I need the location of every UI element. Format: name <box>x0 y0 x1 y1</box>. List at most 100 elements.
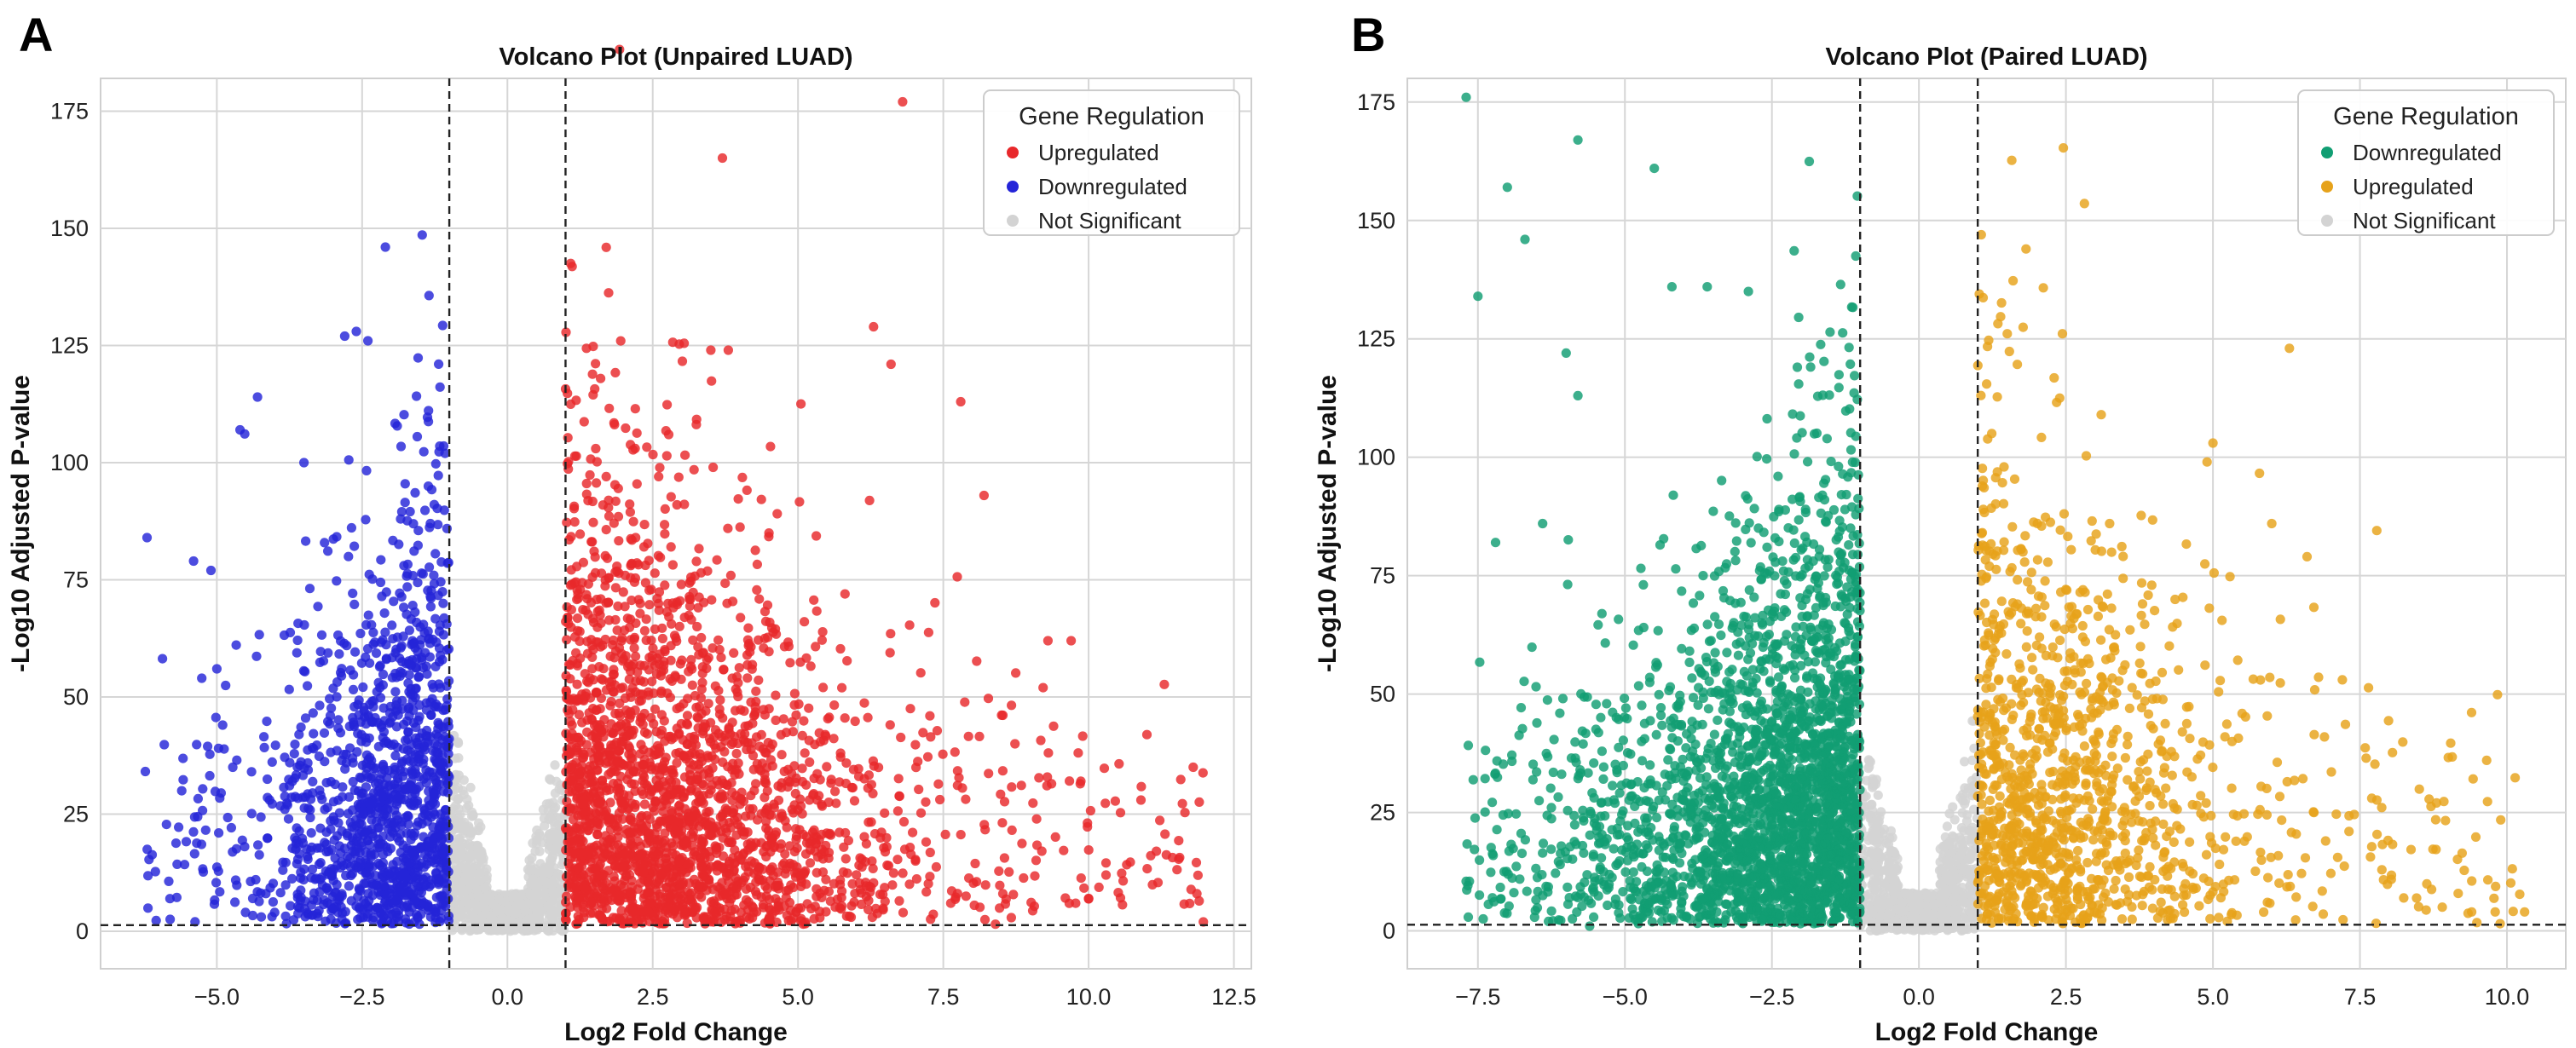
data-point <box>661 780 672 791</box>
data-point <box>723 523 733 533</box>
data-point <box>540 821 550 831</box>
data-point <box>668 602 679 613</box>
data-point <box>894 792 904 802</box>
data-point <box>306 872 316 883</box>
data-point <box>396 507 407 517</box>
y-tick-label: 75 <box>63 567 89 593</box>
data-point-outlier <box>142 533 153 543</box>
data-point <box>404 670 414 680</box>
data-point <box>313 602 323 612</box>
data-point <box>811 531 822 541</box>
data-point <box>346 522 356 533</box>
data-point <box>315 657 325 668</box>
data-point <box>729 648 739 659</box>
data-point <box>772 881 783 891</box>
data-point <box>922 751 933 762</box>
data-point <box>627 748 637 758</box>
data-point <box>330 853 340 863</box>
data-point <box>462 794 472 804</box>
data-point <box>303 681 313 691</box>
data-point <box>430 661 441 672</box>
data-point <box>625 836 636 846</box>
data-point <box>735 793 746 803</box>
data-point <box>1077 731 1088 741</box>
data-point <box>181 837 192 847</box>
data-point <box>817 829 827 840</box>
data-point <box>1122 860 1132 870</box>
data-point <box>713 635 724 645</box>
data-point <box>373 741 384 751</box>
data-point <box>300 713 311 723</box>
data-point <box>592 478 602 488</box>
data-point <box>815 774 825 785</box>
data-point <box>192 740 202 750</box>
data-point <box>617 633 627 643</box>
data-point <box>1010 739 1020 749</box>
data-point <box>694 649 704 660</box>
data-point <box>880 808 890 818</box>
data-point <box>549 908 559 918</box>
data-point <box>1031 855 1042 866</box>
data-point <box>994 866 1004 876</box>
data-point <box>368 702 378 712</box>
data-point-outlier <box>956 396 966 407</box>
data-point <box>593 845 604 856</box>
data-point <box>435 650 446 661</box>
data-point <box>1019 872 1029 884</box>
data-point <box>837 682 847 693</box>
data-point <box>618 862 628 872</box>
data-point <box>629 632 640 643</box>
data-point <box>835 879 846 890</box>
data-point <box>676 785 686 795</box>
data-point <box>644 878 654 889</box>
data-point <box>215 887 225 897</box>
data-point <box>630 908 641 918</box>
data-point <box>756 494 766 504</box>
data-point <box>211 712 221 723</box>
data-point <box>659 657 669 667</box>
data-point <box>1146 850 1156 861</box>
data-point <box>896 732 906 743</box>
data-point <box>174 822 184 832</box>
data-point <box>275 801 286 811</box>
data-point <box>1179 899 1189 909</box>
data-point <box>294 903 304 913</box>
data-point <box>381 654 391 665</box>
data-point <box>355 884 365 895</box>
data-point <box>604 511 615 521</box>
data-point <box>894 895 904 906</box>
data-point <box>323 546 333 556</box>
data-point <box>742 650 753 660</box>
data-point <box>411 845 421 855</box>
data-point <box>465 861 475 871</box>
data-point <box>569 517 580 527</box>
data-point <box>663 429 674 440</box>
data-point <box>402 559 413 570</box>
data-point <box>604 785 615 795</box>
data-point <box>401 571 412 581</box>
data-point <box>450 753 460 763</box>
data-point <box>679 338 690 348</box>
data-point <box>621 825 632 835</box>
data-point <box>144 855 154 865</box>
data-point <box>262 717 272 727</box>
data-point <box>660 529 670 539</box>
data-point <box>590 552 600 562</box>
data-point <box>439 742 449 752</box>
data-point <box>417 568 427 579</box>
data-point <box>818 682 829 693</box>
data-point <box>434 446 444 457</box>
data-point <box>419 745 430 755</box>
data-point <box>754 635 764 645</box>
data-point <box>315 786 325 796</box>
data-point <box>525 890 535 900</box>
data-point <box>582 648 593 659</box>
data-point <box>650 796 661 806</box>
data-point <box>751 877 761 887</box>
data-point <box>358 809 368 820</box>
data-point <box>430 549 441 559</box>
data-point <box>647 656 657 666</box>
data-point <box>308 776 318 787</box>
data-point <box>283 814 294 824</box>
data-point <box>950 747 960 757</box>
